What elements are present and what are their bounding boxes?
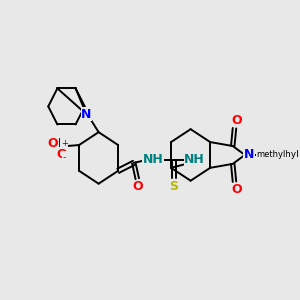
Text: O: O [48, 136, 58, 150]
Text: O: O [132, 180, 142, 193]
Text: O: O [56, 148, 67, 161]
Text: N: N [81, 108, 92, 121]
Text: S: S [169, 180, 178, 193]
Text: NH: NH [184, 153, 205, 167]
Text: O: O [231, 114, 242, 127]
Text: N: N [56, 136, 67, 150]
Text: -: - [63, 152, 66, 162]
Text: +: + [61, 139, 68, 148]
Text: N: N [244, 148, 254, 161]
Text: O: O [231, 183, 242, 196]
Text: methyl: methyl [268, 151, 299, 160]
Text: NH: NH [142, 153, 163, 167]
Text: methyl: methyl [256, 151, 286, 160]
